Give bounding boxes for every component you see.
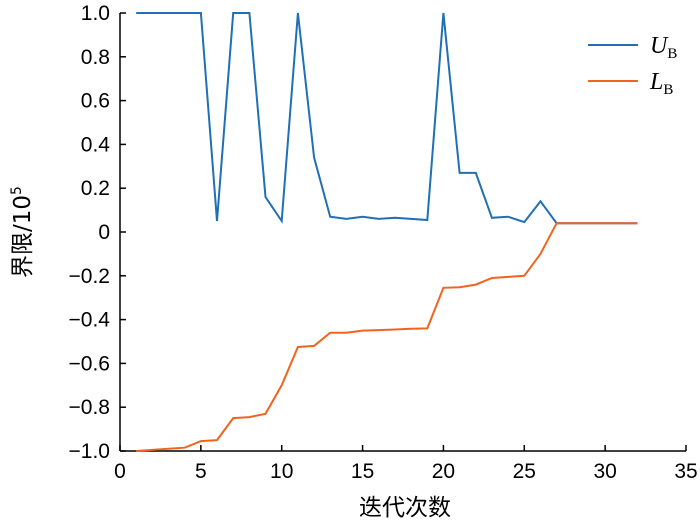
series-line-lb <box>136 222 638 452</box>
y-tick-label: 1.0 <box>81 2 110 25</box>
x-tick-label: 20 <box>432 460 455 483</box>
legend: UB LB <box>588 33 677 98</box>
x-tick-label: 0 <box>114 460 126 483</box>
y-axis-title: 界限/105 <box>9 186 36 278</box>
y-tick-label: 0.6 <box>81 90 110 113</box>
series-line-ub <box>136 12 638 225</box>
x-tick-label: 15 <box>351 460 374 483</box>
y-tick-label: 0.2 <box>81 177 110 200</box>
series-group <box>136 12 638 452</box>
y-axis-title-exponent: 5 <box>9 186 25 195</box>
y-axis-title-base: 界限/10 <box>10 195 36 278</box>
y-tick-label: −0.6 <box>69 352 110 375</box>
y-axis-title-group: 界限/105 <box>9 186 36 278</box>
y-tick-label: 0.8 <box>81 46 110 69</box>
x-tick-label: 30 <box>593 460 616 483</box>
y-tick-label: 0 <box>98 221 110 244</box>
y-tick-label: −1.0 <box>69 440 110 463</box>
legend-label: LB <box>649 69 673 98</box>
x-axis-title: 迭代次数 <box>359 495 451 521</box>
y-tick-label: −0.2 <box>69 265 110 288</box>
legend-label: UB <box>650 33 677 62</box>
y-tick-label: 0.4 <box>81 133 111 156</box>
axes <box>119 13 686 452</box>
y-tick-label: −0.8 <box>69 396 110 419</box>
x-tick-label: 35 <box>674 460 697 483</box>
y-tick-label: −0.4 <box>69 309 111 332</box>
tick-marks <box>119 12 687 452</box>
tick-labels: 0 5 10 15 20 25 30 35 1.0 0.8 0.6 0.4 0.2 0 −0.2 −0.4 −0… <box>69 2 698 483</box>
x-tick-label: 25 <box>513 460 536 483</box>
x-tick-label: 5 <box>195 460 207 483</box>
x-tick-label: 10 <box>270 460 293 483</box>
